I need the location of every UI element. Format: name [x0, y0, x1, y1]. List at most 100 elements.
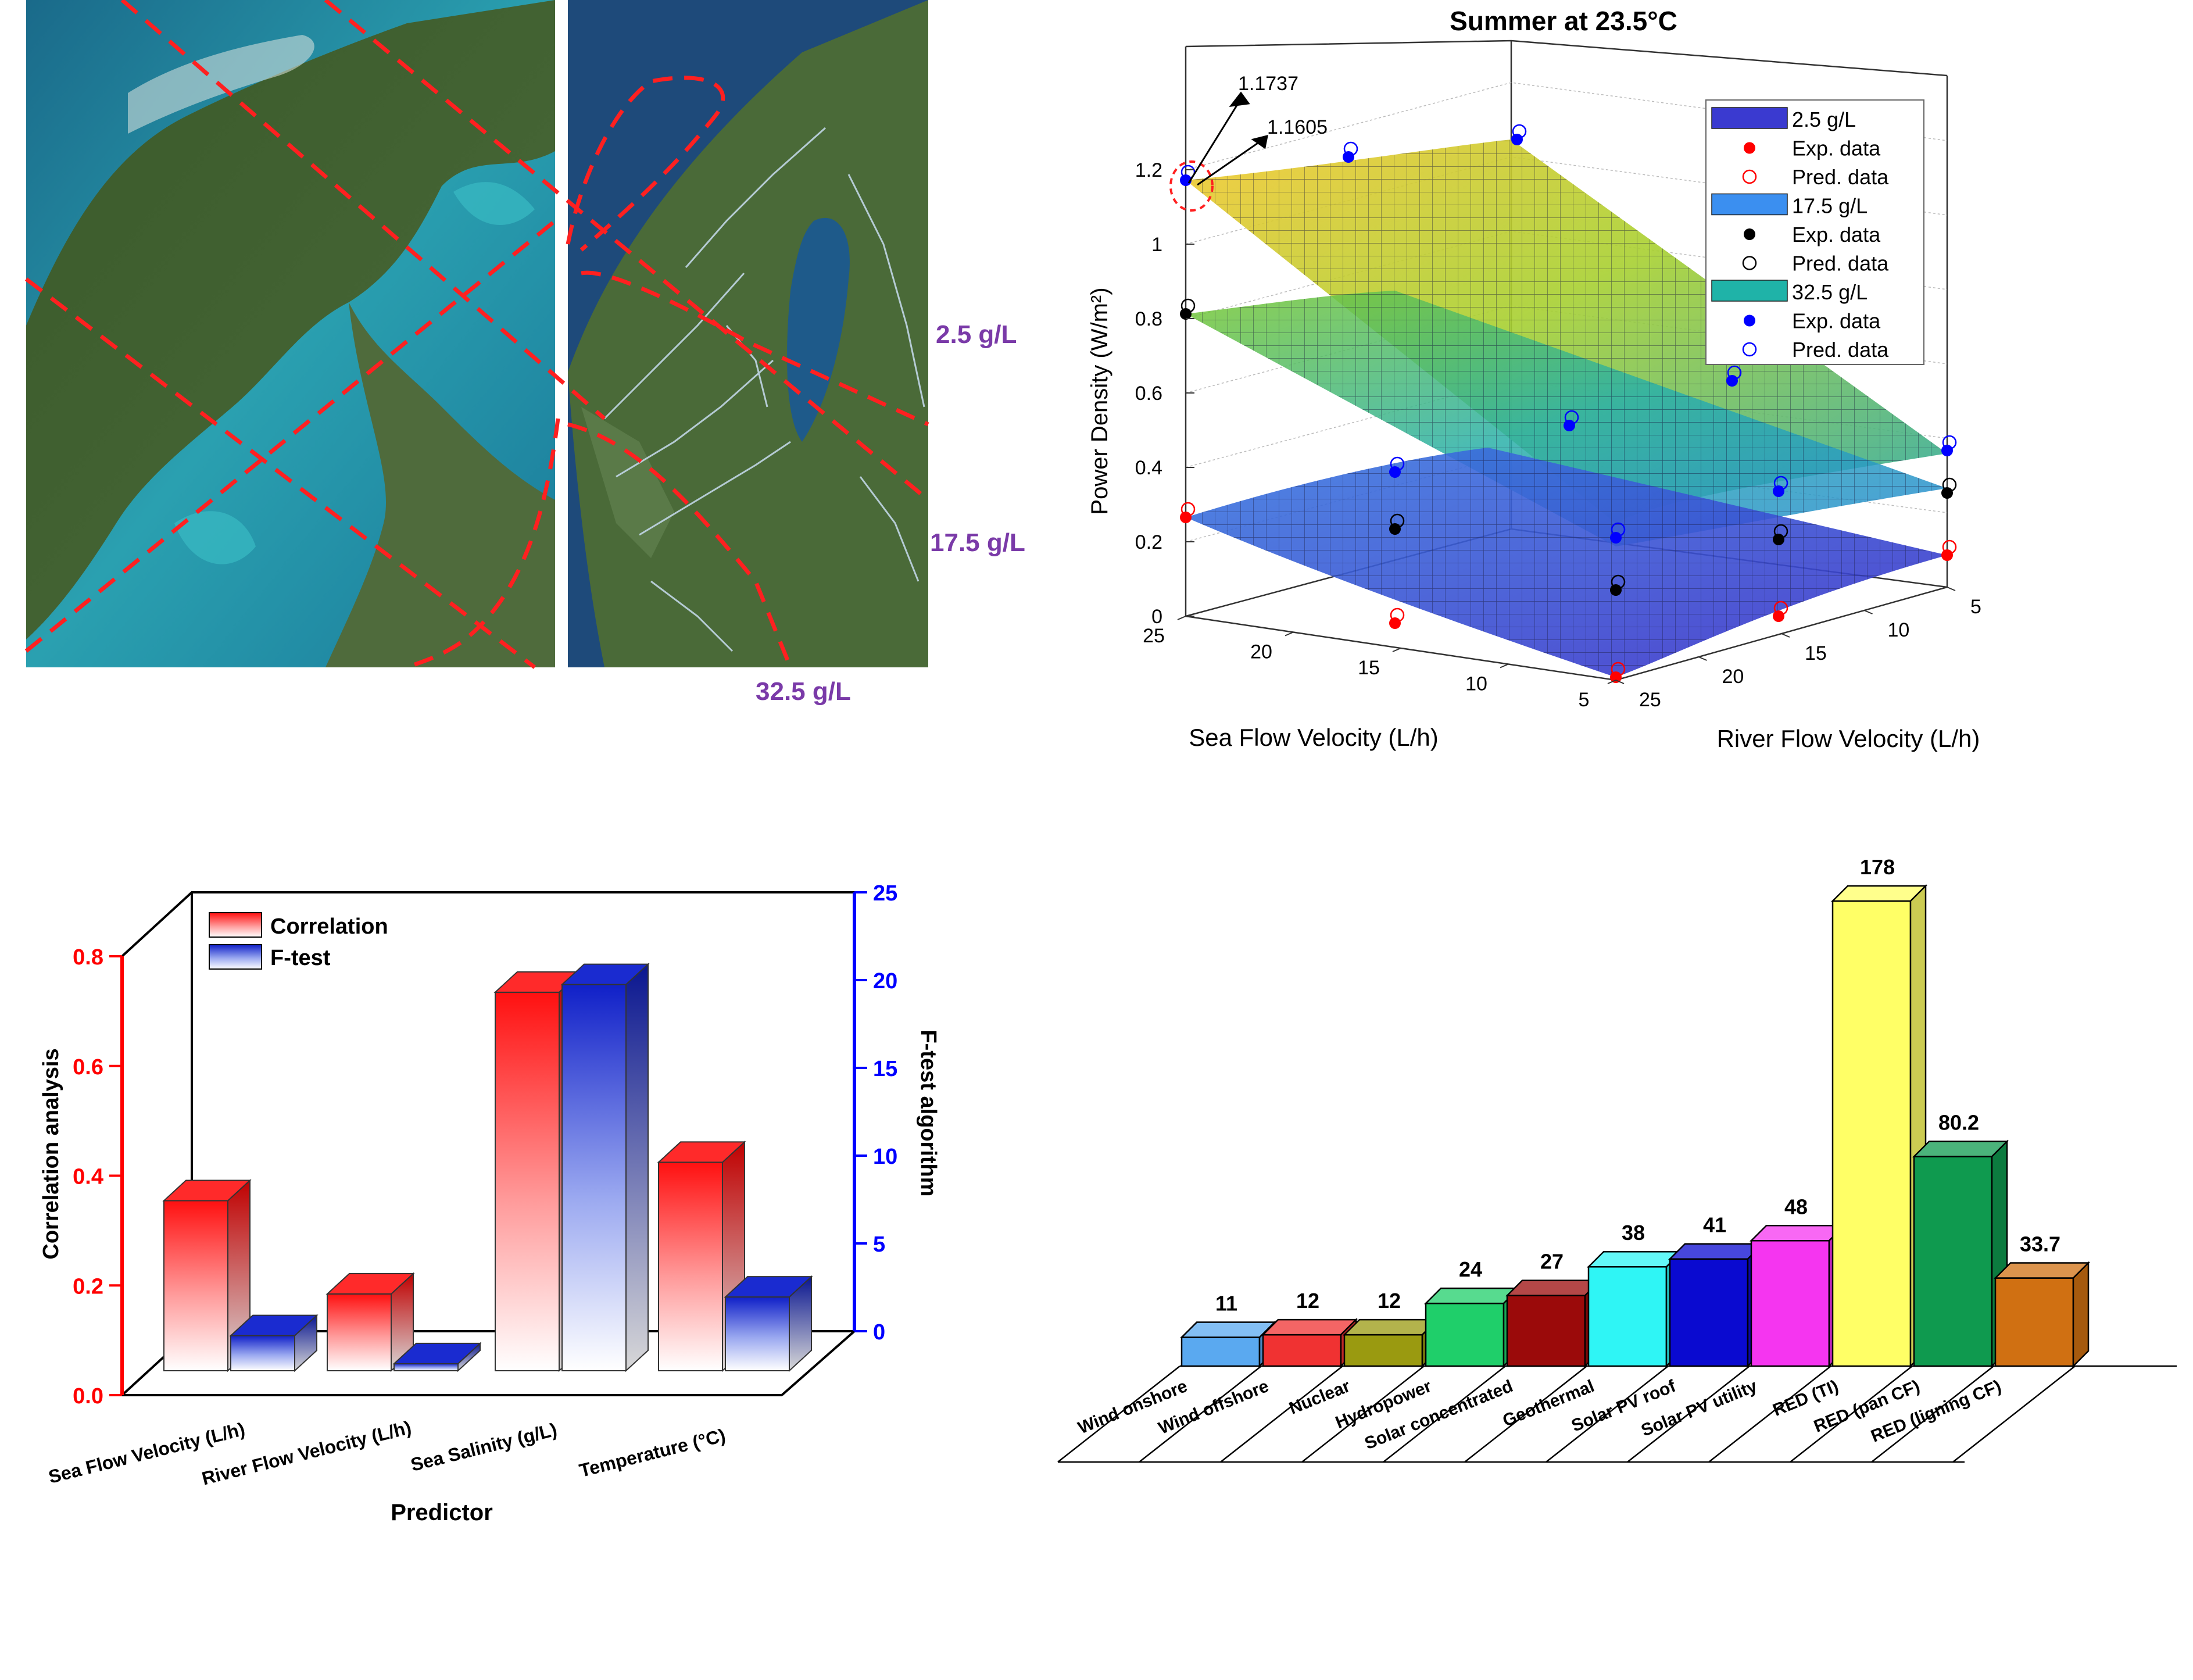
ftest-bar-top [392, 1342, 482, 1364]
energy-bar-front [1669, 1258, 1749, 1367]
floor-divider [1057, 1366, 1180, 1463]
correlation-bar-front [163, 1200, 228, 1371]
pred-data-point [1390, 456, 1405, 471]
surface-x-label: Sea Flow Velocity (L/h) [1189, 724, 1439, 751]
energy-bar-front [1425, 1302, 1505, 1367]
y-tick-label: 15 [1805, 642, 1827, 664]
energy-bar-top [1261, 1318, 1358, 1336]
right-tick-label: 10 [873, 1145, 897, 1169]
floor-divider [1139, 1366, 1262, 1463]
pred-data-point [1773, 476, 1788, 491]
energy-bar-front [1994, 1277, 2074, 1367]
corr-x-label: Predictor [391, 1500, 493, 1525]
z-tick-label: 1 [1151, 234, 1162, 256]
pred-data-point [1727, 365, 1742, 380]
corr-y-label: Correlation analysis [39, 1048, 63, 1259]
correlation-bar-front [327, 1293, 392, 1371]
exp-data-point [1389, 523, 1401, 535]
floor-divider [1220, 1366, 1343, 1463]
peak-arrows [1187, 91, 1268, 186]
exp-data-point [1610, 671, 1622, 683]
energy-data-label: 12 [1378, 1289, 1401, 1313]
surface-2-5 [1186, 448, 1947, 677]
y-tick-mark [1781, 633, 1790, 638]
exp-data-point [1511, 134, 1523, 145]
pred-data-point [1390, 513, 1405, 528]
x-tick-label: 15 [1358, 657, 1380, 679]
floor-divider [1708, 1366, 1831, 1463]
x-tick-label: 5 [1579, 689, 1590, 711]
ftest-bar-top [229, 1314, 319, 1336]
correlation-bar-top [325, 1272, 415, 1295]
energy-bar-front [1262, 1334, 1342, 1367]
pred-data-point [1942, 477, 1957, 492]
energy-bar-top [1912, 1141, 2009, 1157]
map-label-17-5: 17.5 g/L [930, 528, 1025, 557]
peak-highlight [1169, 160, 1214, 212]
energy-bar-top [1830, 885, 1928, 902]
energy-data-label: 48 [1784, 1195, 1808, 1218]
map-label-32-5: 32.5 g/L [756, 677, 851, 706]
energy-bar-front [1750, 1240, 1830, 1367]
legend-label: Pred. data [1792, 165, 1889, 189]
right-tick-label: 0 [873, 1320, 885, 1345]
pred-data-point [1390, 607, 1405, 623]
annotation-1-1605: 1.1605 [1267, 116, 1328, 138]
correlation-bar-front [658, 1161, 723, 1371]
x-tick-label: 10 [1465, 673, 1487, 695]
y-tick-mark [1698, 656, 1707, 661]
x-tick-mark [1500, 663, 1509, 669]
pred-data-point [1180, 165, 1196, 180]
category-label: Sea Salinity (g/L) [409, 1419, 559, 1475]
energy-bar-top [1423, 1287, 1521, 1304]
legend-label: 17.5 g/L [1792, 194, 1868, 218]
exp-data-point [1389, 617, 1401, 629]
x-tick-label: 25 [1143, 625, 1165, 647]
energy-data-label: 11 [1215, 1292, 1237, 1316]
exp-data-point [1564, 420, 1575, 431]
exp-data-point [1773, 610, 1784, 622]
pred-data-point [1773, 600, 1788, 616]
legend-swatch-ftest [209, 944, 262, 970]
energy-category-label: Solar concentrated [1362, 1377, 1515, 1453]
legend-swatch [1711, 107, 1788, 129]
salinity-boundary-lines [24, 0, 930, 670]
surface-z-label: Power Density (W/m²) [1087, 287, 1112, 514]
pred-data-point [1773, 524, 1788, 539]
energy-data-label: 178 [1860, 855, 1895, 879]
right-tick-label: 15 [873, 1057, 897, 1081]
left-tick-label: 0.0 [73, 1384, 103, 1409]
ftest-bar-front [725, 1296, 790, 1371]
energy-data-label: 41 [1703, 1213, 1726, 1237]
exp-data-point [1180, 308, 1192, 320]
category-label: Temperature (°C) [577, 1425, 728, 1481]
legend-label: Exp. data [1792, 223, 1881, 246]
corr-legend: Correlation F-test [209, 912, 388, 970]
surface-z-axis: 0 0.2 0.4 0.6 0.8 1 1.2 [1135, 159, 1194, 628]
x-tick-mark [1177, 616, 1186, 620]
legend-swatch-correlation [209, 912, 262, 938]
y-tick-label: 10 [1888, 619, 1910, 641]
ftest-bar-front [561, 984, 627, 1371]
exp-data-point [1610, 532, 1622, 544]
x-tick-mark [1607, 680, 1616, 684]
energy-bar-top [1505, 1279, 1602, 1296]
z-tick-label: 0.6 [1135, 383, 1162, 405]
exp-data-point [1941, 487, 1953, 499]
legend-dot [1744, 314, 1755, 327]
correlation-bar-front [495, 991, 560, 1371]
z-tick-label: 0 [1151, 606, 1162, 628]
energy-bar-front [1587, 1266, 1668, 1367]
ftest-bar-front [230, 1335, 295, 1372]
ftest-bar-top [560, 963, 650, 985]
energy-data-label: 27 [1540, 1250, 1564, 1274]
map-right-image [568, 0, 928, 667]
exp-data-point [1343, 151, 1354, 163]
y-tick-label: 5 [1970, 596, 1981, 618]
legend-dot [1744, 142, 1755, 154]
pred-data-point [1180, 502, 1196, 517]
legend-circle [1742, 342, 1757, 357]
x-tick-mark [1392, 648, 1401, 652]
surface-legend: 2.5 g/L Exp. data Pred. data 17.5 g/L Exp. d… [1705, 99, 1924, 365]
map-label-2-5: 2.5 g/L [936, 320, 1017, 349]
